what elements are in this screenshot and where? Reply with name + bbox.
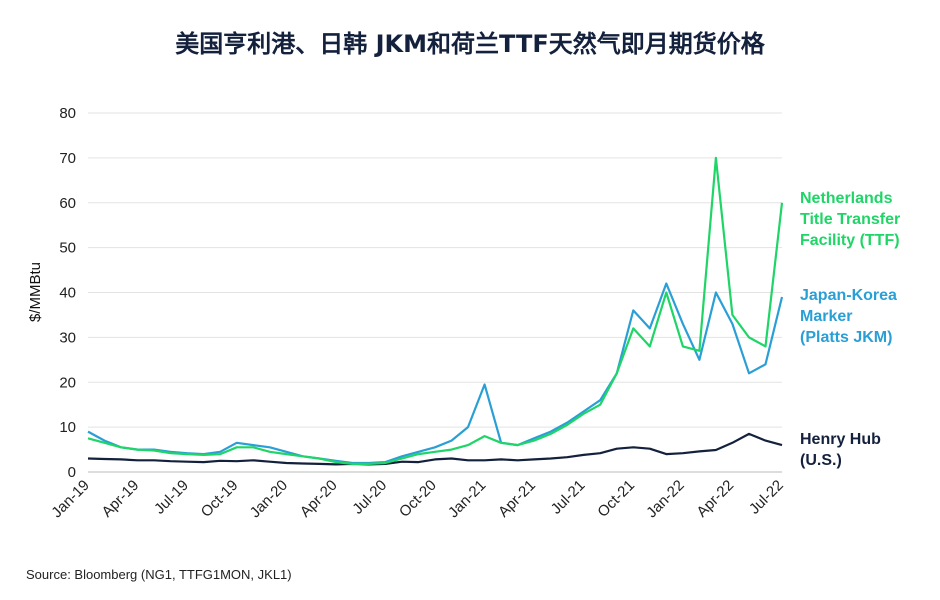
y-tick-label: 0 bbox=[68, 464, 76, 481]
y-tick-labels: 0 10 20 30 40 50 60 70 80 bbox=[59, 105, 76, 481]
x-tick-label: Jul-21 bbox=[548, 477, 589, 518]
y-tick-label: 50 bbox=[59, 240, 76, 257]
x-tick-labels: Jan-19 Apr-19 Jul-19 Oct-19 Jan-20 Apr-20 Jul-… bbox=[48, 477, 786, 521]
ttf-label-line: Netherlands bbox=[800, 190, 893, 207]
y-tick-label: 10 bbox=[59, 419, 76, 436]
x-tick-label: Jan-20 bbox=[247, 477, 291, 521]
hh-label-line: Henry Hub bbox=[800, 431, 881, 448]
x-tick-label: Jul-20 bbox=[349, 477, 390, 518]
legend-label-henry-hub: Henry Hub (U.S.) bbox=[800, 429, 881, 471]
source-note: Source: Bloomberg (NG1, TTFG1MON, JKL1) bbox=[26, 567, 292, 582]
series-line bbox=[87, 156, 784, 465]
chart-title: 美国亨利港、日韩 JKM和荷兰TTF天然气即月期货价格 bbox=[175, 30, 765, 58]
series-line bbox=[87, 432, 783, 466]
x-tick-label: Oct-20 bbox=[396, 477, 440, 521]
y-tick-label: 80 bbox=[59, 105, 76, 122]
y-tick-label: 70 bbox=[59, 150, 76, 167]
y-tick-label: 60 bbox=[59, 195, 76, 212]
x-tick-label: Apr-20 bbox=[297, 477, 341, 521]
ttf-label-line: Facility (TTF) bbox=[800, 232, 900, 249]
grid-lines bbox=[88, 112, 782, 473]
x-tick-label: Apr-21 bbox=[495, 477, 539, 521]
x-tick-label: Apr-19 bbox=[99, 477, 143, 521]
x-tick-label: Jan-19 bbox=[48, 477, 92, 521]
jkm-label-line: Japan-Korea bbox=[800, 287, 897, 304]
x-tick-label: Jul-19 bbox=[151, 477, 192, 518]
legend-label-jkm: Japan-Korea Marker (Platts JKM) bbox=[800, 285, 897, 348]
ttf-label-line: Title Transfer bbox=[800, 211, 901, 228]
x-tick-label: Oct-19 bbox=[198, 477, 242, 521]
legend-label-ttf: Netherlands Title Transfer Facility (TTF… bbox=[800, 188, 900, 251]
x-tick-label: Jan-21 bbox=[445, 477, 489, 521]
jkm-label-line: Marker bbox=[800, 308, 853, 325]
y-tick-label: 30 bbox=[59, 329, 76, 346]
series-lines bbox=[87, 156, 784, 466]
y-axis-title: $/MMBtu bbox=[27, 262, 44, 322]
x-tick-label: Apr-22 bbox=[693, 477, 737, 521]
x-tick-label: Jul-22 bbox=[746, 477, 787, 518]
hh-label-line: (U.S.) bbox=[800, 452, 842, 469]
series-line bbox=[87, 282, 784, 465]
x-tick-label: Jan-22 bbox=[643, 477, 687, 521]
y-tick-label: 20 bbox=[59, 374, 76, 391]
y-tick-label: 40 bbox=[59, 285, 76, 302]
x-tick-label: Oct-21 bbox=[594, 477, 638, 521]
jkm-label-line: (Platts JKM) bbox=[800, 329, 893, 346]
